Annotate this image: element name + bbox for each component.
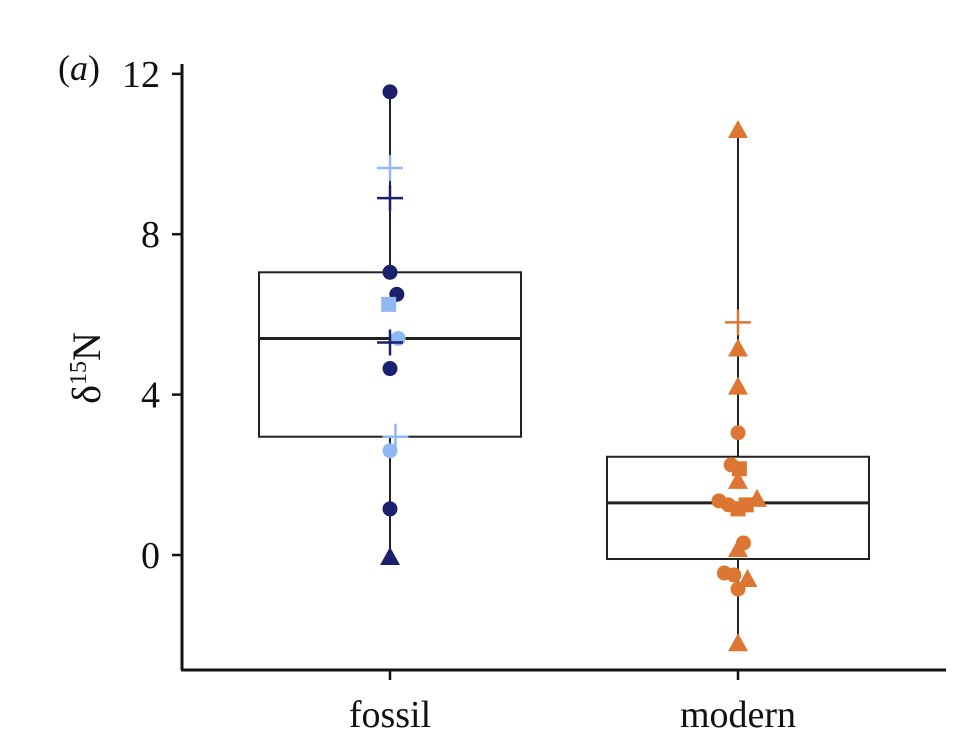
data-point-circle bbox=[730, 425, 746, 441]
data-point-circle bbox=[382, 84, 398, 100]
panel-label: (a) bbox=[58, 48, 100, 88]
x-tick-label: modern bbox=[680, 694, 796, 736]
y-tick-label: 0 bbox=[141, 535, 160, 577]
panel-label-close-paren: ) bbox=[88, 48, 100, 88]
data-point-circle bbox=[726, 567, 742, 583]
y-axis-title-superscript: 15 bbox=[66, 361, 92, 385]
y-tick-label: 8 bbox=[141, 214, 160, 256]
data-point-plus bbox=[382, 423, 409, 450]
y-tick-label: 4 bbox=[141, 375, 160, 417]
data-point-circle bbox=[382, 361, 398, 377]
data-point-triangle bbox=[728, 633, 748, 652]
data-point-triangle bbox=[380, 547, 400, 566]
y-axis-title-element: N bbox=[64, 332, 109, 361]
data-point-triangle bbox=[728, 119, 748, 138]
data-point-triangle bbox=[728, 338, 748, 357]
data-point-circle bbox=[382, 501, 398, 517]
data-point-plus bbox=[377, 185, 403, 212]
data-point-plus bbox=[725, 309, 751, 336]
data-point-triangle bbox=[728, 376, 748, 395]
data-point-plus bbox=[377, 155, 403, 182]
panel-label-open-paren: ( bbox=[58, 48, 70, 88]
data-point-triangle bbox=[728, 470, 748, 489]
data-point-circle bbox=[735, 535, 751, 551]
y-axis-title-delta: δ bbox=[64, 385, 109, 404]
data-point-triangle bbox=[747, 488, 768, 507]
panel-label-letter: a bbox=[70, 48, 88, 88]
y-axis-title: δ15N bbox=[64, 332, 109, 404]
data-point-circle bbox=[382, 443, 398, 459]
y-tick-label: 12 bbox=[122, 54, 160, 96]
plot-area bbox=[258, 84, 870, 652]
x-tick-label: fossil bbox=[349, 694, 431, 736]
data-point-plus bbox=[377, 329, 403, 356]
data-point-triangle bbox=[737, 569, 758, 588]
data-point-square bbox=[381, 296, 397, 312]
data-point-square bbox=[738, 497, 754, 513]
axis-ticks: 0 4 8 12 fossil modern bbox=[122, 54, 796, 736]
data-point-square bbox=[731, 461, 747, 477]
box-iqr bbox=[606, 455, 870, 561]
data-point-circle bbox=[382, 264, 398, 280]
data-point-circle bbox=[730, 581, 746, 597]
